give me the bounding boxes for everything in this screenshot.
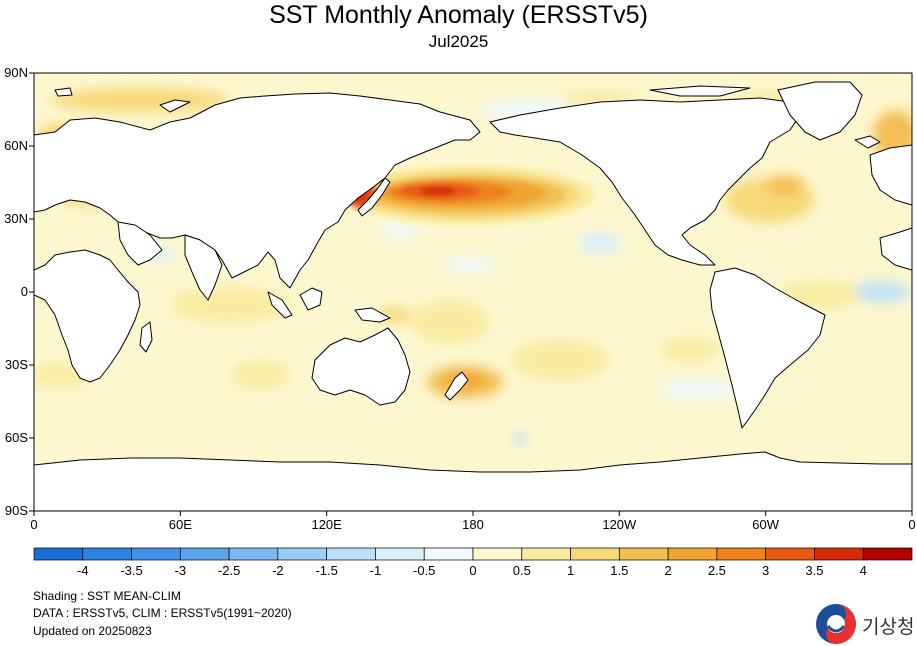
- lat-label: 60S: [5, 430, 28, 445]
- new-guinea: [354, 307, 391, 323]
- australia: [311, 327, 411, 406]
- south-america: [709, 267, 826, 429]
- lon-label: 120E: [311, 517, 342, 530]
- lon-label: 60W: [752, 517, 779, 530]
- india: [184, 234, 223, 301]
- lat-label: 0: [21, 284, 28, 299]
- colorbar-swatch: [570, 547, 620, 561]
- colorbar-label: 1: [567, 563, 574, 578]
- colorbar-label: 0.5: [513, 563, 531, 578]
- kma-logo-icon: [816, 604, 856, 644]
- land-masses: [34, 81, 912, 511]
- colorbar-label: 2: [664, 563, 671, 578]
- arabia: [117, 221, 163, 266]
- colorbar-label: 4: [860, 563, 867, 578]
- africa: [34, 249, 141, 383]
- sumatra: [267, 291, 293, 319]
- colorbar-label: -2.5: [218, 563, 240, 578]
- colorbar-swatch: [521, 547, 571, 561]
- colorbar-swatch: [667, 547, 718, 561]
- lon-label: 120W: [602, 517, 637, 530]
- colorbar-label: -4: [77, 563, 89, 578]
- colorbar-label: -3: [175, 563, 187, 578]
- lon-label: 60E: [169, 517, 192, 530]
- north-america: [489, 97, 801, 266]
- iceland: [854, 135, 881, 149]
- lat-label: 60N: [4, 138, 28, 153]
- lat-label: 90N: [4, 65, 28, 80]
- colorbar-swatch: [618, 547, 669, 561]
- lon-label: 0: [908, 517, 915, 530]
- colorbar-swatch: [228, 547, 279, 561]
- svalbard: [54, 87, 73, 97]
- kma-logo-text: 기상청: [862, 617, 915, 638]
- new-zealand: [444, 371, 469, 401]
- colorbar-label: 3.5: [805, 563, 823, 578]
- west-africa-bulge: [879, 227, 912, 271]
- madagascar: [139, 321, 153, 353]
- colorbar-label: -1: [370, 563, 382, 578]
- lat-label: 30S: [5, 357, 28, 372]
- antarctica: [34, 451, 912, 511]
- footer-updated-note: Updated on 20250823: [33, 624, 152, 638]
- colorbar-swatch: [862, 547, 913, 561]
- lat-label: 30N: [4, 211, 28, 226]
- colorbar-label: -3.5: [120, 563, 142, 578]
- europe-west: [869, 144, 912, 206]
- novaya-zemlya: [159, 99, 191, 113]
- colorbar-swatch: [814, 547, 864, 561]
- japan: [357, 177, 391, 217]
- colorbar: -4 -3.5 -3 -2.5 -2 -1.5 -1 -0.5 0 0.5 1 1.5 2 2.5 3 3.5…: [33, 547, 913, 578]
- borneo: [299, 287, 323, 311]
- colorbar-swatch: [33, 547, 84, 561]
- lon-label: 180: [462, 517, 484, 530]
- map-subtitle: Jul2025: [428, 32, 489, 51]
- colorbar-swatch: [765, 547, 815, 561]
- footer-data-note: DATA : ERSSTv5, CLIM : ERSSTv5(1991~2020…: [33, 606, 292, 620]
- colorbar-swatch: [423, 547, 474, 561]
- colorbar-swatch: [326, 547, 376, 561]
- colorbar-swatch: [716, 547, 767, 561]
- map-title: SST Monthly Anomaly (ERSSTv5): [269, 1, 648, 29]
- footer-shading-note: Shading : SST MEAN-CLIM: [33, 589, 181, 603]
- colorbar-label: 0: [469, 563, 476, 578]
- arctic-islands: [649, 85, 751, 97]
- colorbar-swatch: [131, 547, 181, 561]
- colorbar-label: 2.5: [708, 563, 726, 578]
- lat-label: 90S: [5, 503, 28, 518]
- colorbar-label: -0.5: [413, 563, 435, 578]
- lon-label: 0: [30, 517, 37, 530]
- colorbar-swatch: [375, 547, 425, 561]
- colorbar-label: -1.5: [315, 563, 337, 578]
- colorbar-swatch: [277, 547, 328, 561]
- greenland: [777, 81, 863, 141]
- colorbar-label: 1.5: [610, 563, 628, 578]
- colorbar-swatch: [82, 547, 132, 561]
- colorbar-label: -2: [272, 563, 284, 578]
- colorbar-swatch: [472, 547, 523, 561]
- colorbar-label: 3: [762, 563, 769, 578]
- colorbar-swatch: [179, 547, 230, 561]
